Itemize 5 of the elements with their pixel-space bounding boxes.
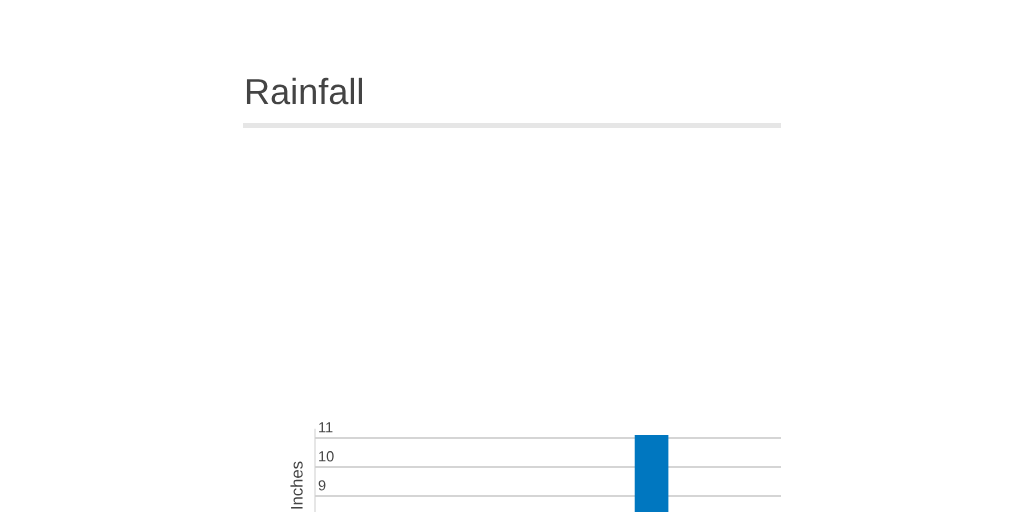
y-tick-label: 9 — [318, 480, 326, 491]
y-tick-label: 11 — [319, 422, 333, 433]
y-axis-title: Inches — [290, 461, 303, 509]
y-tick-label: 10 — [319, 451, 334, 462]
chart-title: Rainfall — [246, 77, 363, 105]
